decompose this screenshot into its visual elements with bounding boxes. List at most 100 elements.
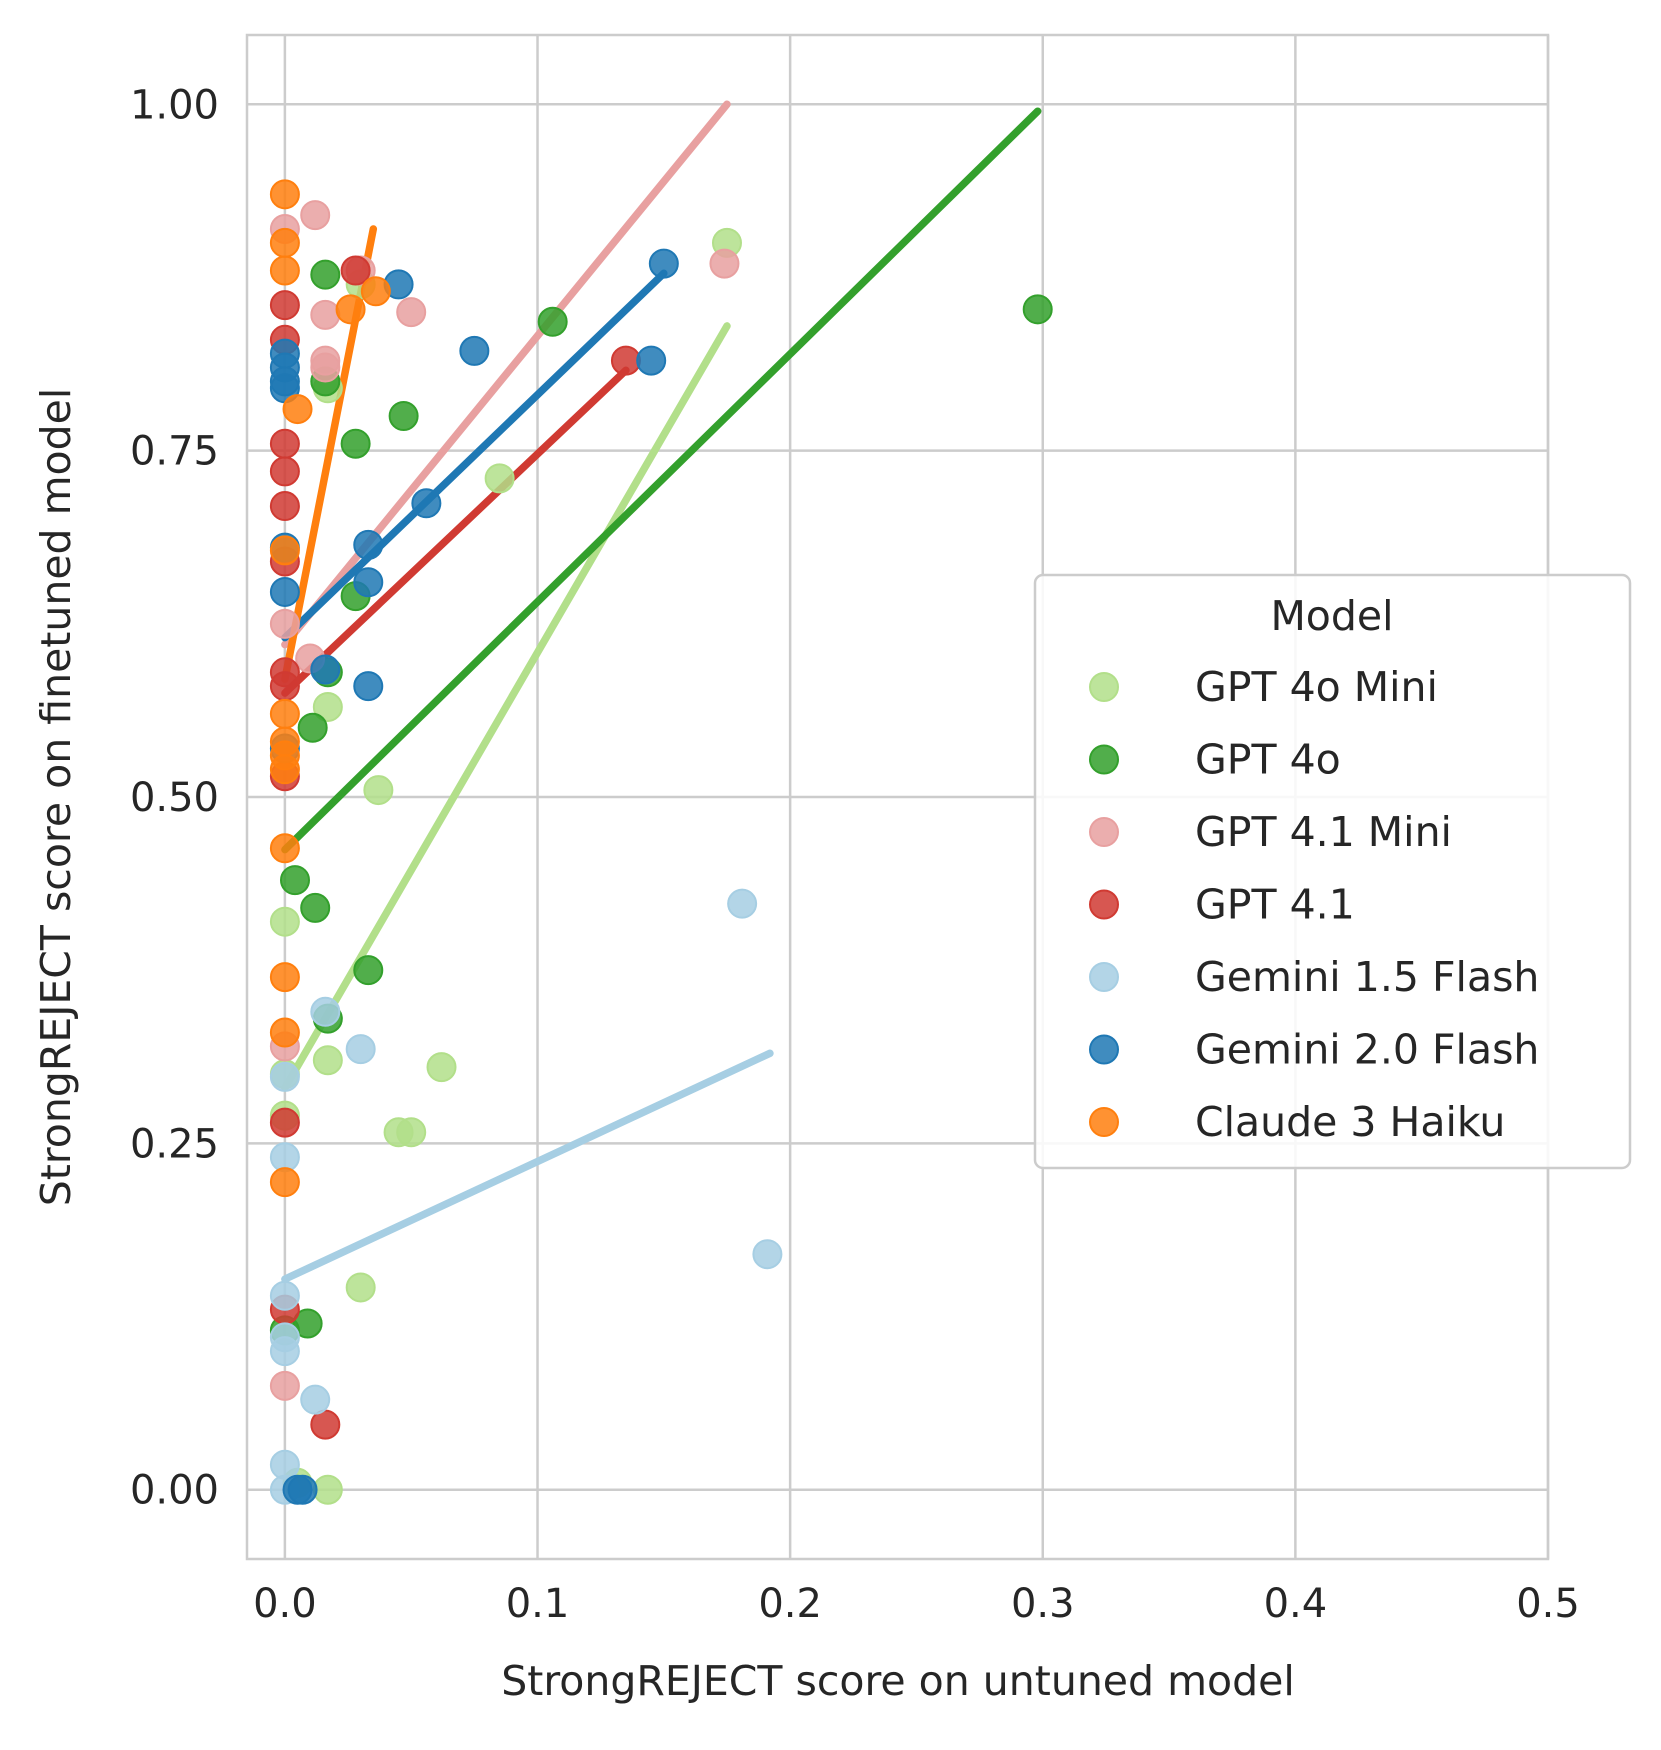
fit-line-gemini-1-5-flash [281, 1049, 774, 1283]
point-gemini-2-0-flash [636, 345, 667, 376]
y-tick-label: 1.00 [130, 82, 219, 128]
legend-label-gpt-4o-mini: GPT 4o Mini [1195, 663, 1438, 711]
point-gpt-4-1-mini [310, 299, 341, 330]
point-gpt-4o-mini [312, 1045, 343, 1076]
y-tick-label: 0.50 [130, 775, 219, 821]
point-gpt-4-1-mini [269, 608, 300, 639]
point-gpt-4-1 [310, 1409, 341, 1440]
point-claude-3-haiku [269, 754, 300, 785]
point-gpt-4-1 [269, 671, 300, 702]
y-tick-label: 0.75 [130, 429, 219, 475]
point-gpt-4o [537, 306, 568, 337]
legend-title: Model [1270, 592, 1393, 640]
point-claude-3-haiku [335, 294, 366, 325]
point-gpt-4o-mini [345, 1272, 376, 1303]
legend-label-gemini-2-0-flash: Gemini 2.0 Flash [1195, 1026, 1539, 1074]
point-gpt-4o-mini [312, 1474, 343, 1505]
point-gpt-4-1 [269, 290, 300, 321]
data-points [269, 179, 1053, 1505]
point-gemini-2-0-flash [353, 567, 384, 598]
point-gpt-4o [310, 259, 341, 290]
point-claude-3-haiku [282, 394, 313, 425]
point-claude-3-haiku [269, 698, 300, 729]
point-gpt-4o [1022, 294, 1053, 325]
legend-box [1033, 573, 1632, 1170]
point-claude-3-haiku [269, 1167, 300, 1198]
y-tick-label: 0.25 [130, 1121, 219, 1167]
legend-label-gpt-4o: GPT 4o [1195, 736, 1341, 784]
point-gemini-2-0-flash [411, 488, 442, 519]
point-gemini-2-0-flash [310, 654, 341, 685]
point-gemini-2-0-flash [353, 529, 384, 560]
point-gemini-1-5-flash [269, 1280, 300, 1311]
point-claude-3-haiku [269, 179, 300, 210]
point-claude-3-haiku [269, 255, 300, 286]
point-gpt-4o-mini [484, 463, 515, 494]
legend-marker-gpt-4o-mini [1089, 672, 1119, 702]
point-gemini-2-0-flash [648, 248, 679, 279]
point-gemini-1-5-flash [300, 1384, 331, 1415]
point-gemini-1-5-flash [269, 1061, 300, 1092]
point-gpt-4o-mini [426, 1052, 457, 1083]
legend-marker-claude-3-haiku [1089, 1107, 1119, 1137]
point-gpt-4-1-mini [709, 248, 740, 279]
point-gpt-4o [388, 401, 419, 431]
x-tick-label: 0.5 [1516, 1581, 1580, 1627]
fit-line-gpt-4o [281, 107, 1042, 854]
legend-marker-gpt-4-1 [1089, 889, 1119, 920]
x-tick-label: 0.3 [1011, 1581, 1075, 1627]
point-gemini-2-0-flash [459, 335, 490, 366]
legend-marker-gemini-2-0-flash [1089, 1034, 1119, 1065]
x-tick-label: 0.0 [253, 1581, 317, 1627]
point-claude-3-haiku [360, 276, 391, 307]
point-gemini-1-5-flash [269, 1142, 300, 1173]
point-gpt-4-1-mini [300, 200, 331, 231]
point-gpt-4-1 [269, 456, 300, 487]
x-tick-label: 0.2 [758, 1581, 822, 1627]
point-gpt-4o [279, 865, 310, 896]
y-tick-label: 0.00 [130, 1468, 219, 1514]
point-gpt-4-1-mini [396, 297, 427, 328]
point-gemini-2-0-flash [287, 1474, 318, 1505]
x-tick-label: 0.1 [506, 1581, 570, 1627]
legend-label-gpt-4-1: GPT 4.1 [1195, 881, 1355, 929]
legend-items: GPT 4o Mini GPT 4o GPT 4.1 Mini GPT 4.1 Gemi… [1089, 663, 1539, 1146]
legend-label-claude-3-haiku: Claude 3 Haiku [1195, 1098, 1505, 1146]
legend-marker-gemini-1-5-flash [1089, 962, 1119, 992]
point-gpt-4o-mini [396, 1117, 427, 1148]
legend-label-gemini-1-5-flash: Gemini 1.5 Flash [1195, 953, 1539, 1001]
point-claude-3-haiku [269, 833, 300, 864]
point-gpt-4o-mini [312, 691, 343, 722]
point-gpt-4o-mini [269, 906, 300, 937]
point-gpt-4o-mini [363, 775, 394, 806]
point-gpt-4-1-mini [310, 345, 341, 376]
point-gpt-4-1 [269, 428, 300, 459]
legend-marker-gpt-4-1-mini [1089, 817, 1119, 847]
point-gemini-1-5-flash [727, 888, 758, 919]
y-axis-label: StrongREJECT score on finetuned model [32, 388, 80, 1207]
legend-marker-gpt-4o [1089, 744, 1119, 775]
point-gpt-4-1 [610, 345, 641, 376]
point-gpt-4-1 [340, 255, 371, 286]
point-gemini-1-5-flash [269, 1449, 300, 1480]
point-gpt-4o [300, 892, 331, 923]
point-gemini-1-5-flash [752, 1239, 783, 1270]
point-gpt-4o [340, 428, 371, 459]
x-tick-labels: 0.0 0.1 0.2 0.3 0.4 0.5 [253, 1581, 1580, 1627]
point-claude-3-haiku [269, 535, 300, 566]
point-gpt-4o [353, 955, 384, 986]
point-gemini-1-5-flash [310, 996, 341, 1027]
point-gpt-4-1 [269, 1107, 300, 1138]
fit-line-gemini-2-0-flash [281, 269, 668, 642]
point-gemini-1-5-flash [269, 1336, 300, 1367]
point-claude-3-haiku [269, 1017, 300, 1048]
x-tick-label: 0.4 [1264, 1581, 1328, 1627]
grid [247, 35, 1550, 1559]
point-claude-3-haiku [269, 227, 300, 258]
y-tick-labels: 0.00 0.25 0.50 0.75 1.00 [130, 82, 219, 1513]
point-gemini-1-5-flash [345, 1034, 376, 1065]
point-gpt-4-1-mini [269, 1370, 300, 1401]
x-axis-label: StrongREJECT score on untuned model [501, 1657, 1295, 1705]
